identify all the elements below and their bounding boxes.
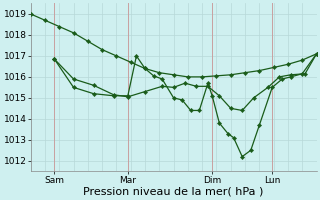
X-axis label: Pression niveau de la mer( hPa ): Pression niveau de la mer( hPa ) (84, 187, 264, 197)
